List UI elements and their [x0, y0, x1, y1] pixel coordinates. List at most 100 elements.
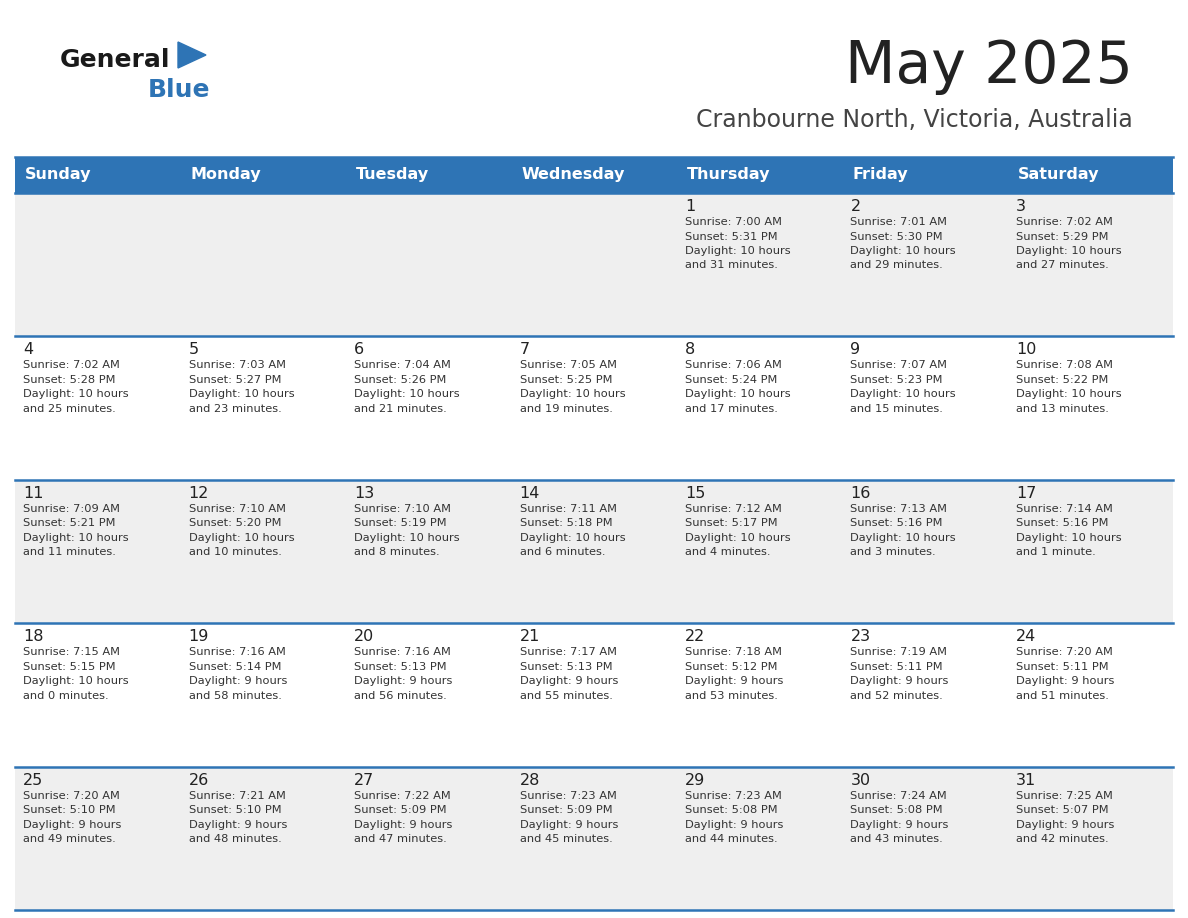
Text: 5: 5 [189, 342, 198, 357]
Text: 15: 15 [685, 486, 706, 501]
Text: Daylight: 9 hours: Daylight: 9 hours [519, 820, 618, 830]
Text: 3: 3 [1016, 199, 1026, 214]
Bar [677, 623, 842, 767]
Bar [1007, 767, 1173, 910]
Bar [677, 767, 842, 910]
Text: Sunset: 5:14 PM: Sunset: 5:14 PM [189, 662, 282, 672]
Text: 29: 29 [685, 773, 706, 788]
Text: Sunset: 5:11 PM: Sunset: 5:11 PM [1016, 662, 1108, 672]
Text: 21: 21 [519, 629, 539, 644]
Text: Daylight: 9 hours: Daylight: 9 hours [1016, 820, 1114, 830]
Text: Daylight: 10 hours: Daylight: 10 hours [24, 677, 128, 686]
Text: Daylight: 10 hours: Daylight: 10 hours [685, 532, 790, 543]
Bar [1007, 623, 1173, 767]
Text: and 31 minutes.: and 31 minutes. [685, 261, 778, 271]
Text: Sunrise: 7:22 AM: Sunrise: 7:22 AM [354, 790, 451, 800]
Text: and 52 minutes.: and 52 minutes. [851, 690, 943, 700]
Bar [842, 480, 1007, 623]
Text: May 2025: May 2025 [845, 38, 1133, 95]
Text: Sunset: 5:27 PM: Sunset: 5:27 PM [189, 375, 282, 385]
Text: and 56 minutes.: and 56 minutes. [354, 690, 447, 700]
Text: Daylight: 10 hours: Daylight: 10 hours [354, 389, 460, 399]
Text: Sunrise: 7:23 AM: Sunrise: 7:23 AM [519, 790, 617, 800]
Text: Sunrise: 7:00 AM: Sunrise: 7:00 AM [685, 217, 782, 227]
Text: 30: 30 [851, 773, 871, 788]
Text: Sunset: 5:28 PM: Sunset: 5:28 PM [24, 375, 115, 385]
Text: 14: 14 [519, 486, 539, 501]
Bar [181, 336, 346, 480]
Text: and 42 minutes.: and 42 minutes. [1016, 834, 1108, 844]
Bar [15, 767, 181, 910]
Text: Daylight: 9 hours: Daylight: 9 hours [851, 820, 949, 830]
Text: and 47 minutes.: and 47 minutes. [354, 834, 447, 844]
Text: Daylight: 9 hours: Daylight: 9 hours [354, 677, 453, 686]
Text: Sunset: 5:07 PM: Sunset: 5:07 PM [1016, 805, 1108, 815]
Text: Sunset: 5:22 PM: Sunset: 5:22 PM [1016, 375, 1108, 385]
Text: and 19 minutes.: and 19 minutes. [519, 404, 613, 414]
Text: Sunset: 5:09 PM: Sunset: 5:09 PM [519, 805, 612, 815]
Text: and 49 minutes.: and 49 minutes. [24, 834, 116, 844]
Text: 26: 26 [189, 773, 209, 788]
Bar [181, 157, 346, 193]
Text: 27: 27 [354, 773, 374, 788]
Text: Sunset: 5:23 PM: Sunset: 5:23 PM [851, 375, 943, 385]
Text: 20: 20 [354, 629, 374, 644]
Text: and 51 minutes.: and 51 minutes. [1016, 690, 1108, 700]
Bar [511, 193, 677, 336]
Text: 10: 10 [1016, 342, 1036, 357]
Text: Sunrise: 7:24 AM: Sunrise: 7:24 AM [851, 790, 947, 800]
Text: 31: 31 [1016, 773, 1036, 788]
Text: Sunrise: 7:09 AM: Sunrise: 7:09 AM [24, 504, 120, 514]
Bar [842, 623, 1007, 767]
Text: and 45 minutes.: and 45 minutes. [519, 834, 612, 844]
Text: Sunset: 5:10 PM: Sunset: 5:10 PM [24, 805, 116, 815]
Text: Sunset: 5:13 PM: Sunset: 5:13 PM [519, 662, 612, 672]
Text: Sunset: 5:09 PM: Sunset: 5:09 PM [354, 805, 447, 815]
Text: Daylight: 10 hours: Daylight: 10 hours [851, 389, 956, 399]
Text: Daylight: 10 hours: Daylight: 10 hours [354, 532, 460, 543]
Text: Sunrise: 7:02 AM: Sunrise: 7:02 AM [1016, 217, 1113, 227]
Bar [1007, 480, 1173, 623]
Bar [842, 336, 1007, 480]
Text: Sunset: 5:26 PM: Sunset: 5:26 PM [354, 375, 447, 385]
Text: and 0 minutes.: and 0 minutes. [24, 690, 109, 700]
Text: Sunset: 5:13 PM: Sunset: 5:13 PM [354, 662, 447, 672]
Text: Sunset: 5:30 PM: Sunset: 5:30 PM [851, 231, 943, 241]
Text: Daylight: 10 hours: Daylight: 10 hours [24, 532, 128, 543]
Text: Daylight: 10 hours: Daylight: 10 hours [685, 246, 790, 256]
Text: and 55 minutes.: and 55 minutes. [519, 690, 613, 700]
Text: and 10 minutes.: and 10 minutes. [189, 547, 282, 557]
Bar [511, 767, 677, 910]
Text: Daylight: 9 hours: Daylight: 9 hours [189, 820, 287, 830]
Text: Sunset: 5:29 PM: Sunset: 5:29 PM [1016, 231, 1108, 241]
Text: Daylight: 10 hours: Daylight: 10 hours [189, 389, 295, 399]
Text: and 1 minute.: and 1 minute. [1016, 547, 1095, 557]
Text: 2: 2 [851, 199, 860, 214]
Text: 16: 16 [851, 486, 871, 501]
Text: Sunrise: 7:02 AM: Sunrise: 7:02 AM [24, 361, 120, 370]
Text: Sunset: 5:19 PM: Sunset: 5:19 PM [354, 519, 447, 528]
Text: Sunrise: 7:14 AM: Sunrise: 7:14 AM [1016, 504, 1113, 514]
Text: Sunrise: 7:11 AM: Sunrise: 7:11 AM [519, 504, 617, 514]
Text: Daylight: 10 hours: Daylight: 10 hours [1016, 389, 1121, 399]
Text: and 25 minutes.: and 25 minutes. [24, 404, 116, 414]
Text: Tuesday: Tuesday [355, 167, 429, 183]
Text: 6: 6 [354, 342, 365, 357]
Text: and 53 minutes.: and 53 minutes. [685, 690, 778, 700]
Bar [15, 336, 181, 480]
Text: Daylight: 10 hours: Daylight: 10 hours [519, 389, 625, 399]
Text: Sunrise: 7:16 AM: Sunrise: 7:16 AM [354, 647, 451, 657]
Text: 23: 23 [851, 629, 871, 644]
Text: Monday: Monday [190, 167, 261, 183]
Text: Sunrise: 7:08 AM: Sunrise: 7:08 AM [1016, 361, 1113, 370]
Bar [181, 623, 346, 767]
Text: Sunrise: 7:17 AM: Sunrise: 7:17 AM [519, 647, 617, 657]
Text: Sunrise: 7:12 AM: Sunrise: 7:12 AM [685, 504, 782, 514]
Text: Friday: Friday [852, 167, 908, 183]
Text: and 17 minutes.: and 17 minutes. [685, 404, 778, 414]
Text: Daylight: 10 hours: Daylight: 10 hours [685, 389, 790, 399]
Text: 28: 28 [519, 773, 539, 788]
Bar [346, 480, 511, 623]
Bar [346, 193, 511, 336]
Text: 7: 7 [519, 342, 530, 357]
